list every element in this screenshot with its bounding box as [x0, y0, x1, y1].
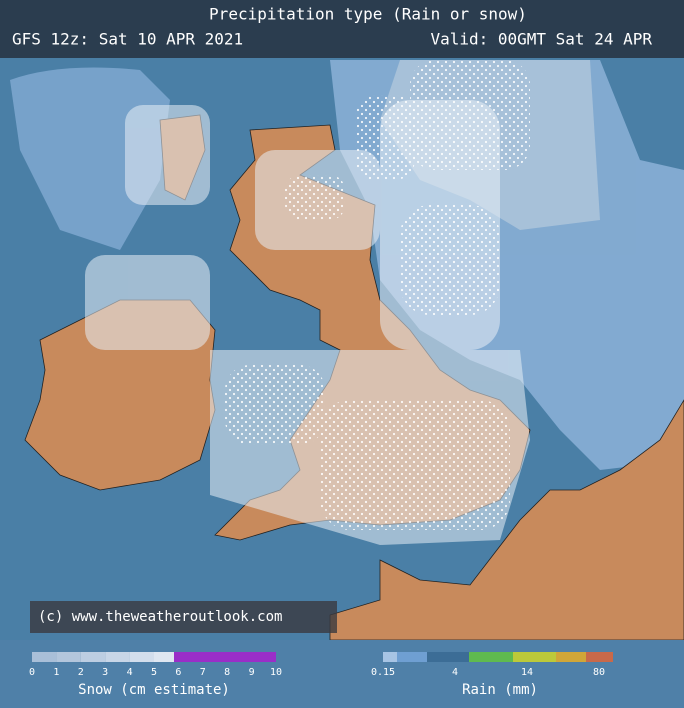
- snow-tick-label: 1: [53, 667, 59, 678]
- snow-tick-label: 6: [175, 667, 181, 678]
- snow-tick-label: 8: [224, 667, 230, 678]
- snow-tick-label: 3: [102, 667, 108, 678]
- snow-dots: [225, 60, 530, 530]
- rain-tick-label: 14: [521, 667, 533, 678]
- map-title: Precipitation type (Rain or snow): [209, 5, 527, 24]
- header-band: [0, 0, 684, 58]
- snow-tick-label: 5: [151, 667, 157, 678]
- rain-tick-label: 4: [452, 667, 458, 678]
- rain-tick-label: 80: [593, 667, 605, 678]
- rain-colorbar: [383, 652, 613, 662]
- rain-tick-label: 0.15: [371, 667, 395, 678]
- run-info: GFS 12z: Sat 10 APR 2021: [12, 30, 243, 49]
- snow-tick-label: 2: [78, 667, 84, 678]
- rain-legend-label: Rain (mm): [462, 682, 538, 698]
- copyright: (c) www.theweatheroutlook.com: [38, 609, 282, 625]
- legend-area: [0, 640, 684, 708]
- copyright-box: [30, 601, 337, 633]
- snow-tick-label: 7: [200, 667, 206, 678]
- snow-legend-label: Snow (cm estimate): [78, 682, 230, 698]
- snow-tick-label: 4: [127, 667, 133, 678]
- snow-tick-label: 9: [249, 667, 255, 678]
- snow-tick-label: 0: [29, 667, 35, 678]
- snow-tick-label: 10: [270, 667, 282, 678]
- snow-colorbar: [32, 652, 276, 662]
- valid-time: Valid: 00GMT Sat 24 APR: [430, 30, 652, 49]
